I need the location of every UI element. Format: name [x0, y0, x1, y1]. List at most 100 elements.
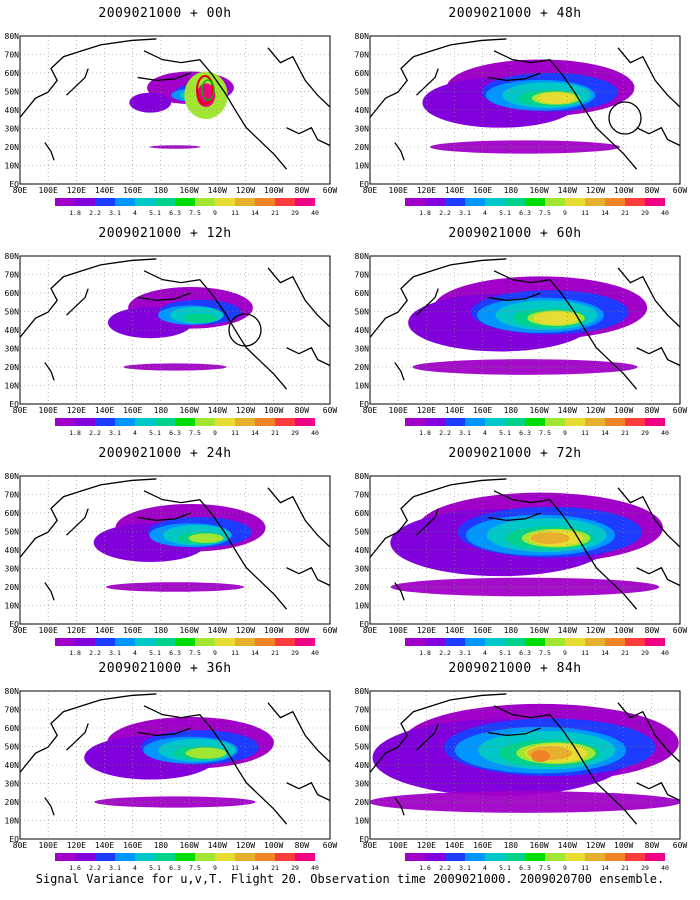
lat-label: 70N: [355, 491, 370, 500]
colorbar-swatch: [275, 638, 295, 646]
colorbar-swatch: [445, 853, 465, 861]
lon-label: 180: [504, 406, 519, 415]
colorbar-label: 14: [601, 864, 609, 872]
colorbar-swatch: [405, 853, 425, 861]
colorbar-swatch: [175, 418, 195, 426]
lon-label: 160E: [473, 841, 492, 850]
colorbar-label: 5.1: [149, 429, 161, 437]
lon-label: 180: [154, 186, 169, 195]
lat-label: 40N: [5, 106, 20, 115]
lon-label: 80E: [13, 626, 28, 635]
lon-label: 160W: [529, 626, 548, 635]
colorbar-label: 14: [251, 864, 259, 872]
colorbar-label: 40: [311, 209, 319, 217]
lat-label: 40N: [355, 106, 370, 115]
colorbar-label: 11: [581, 429, 589, 437]
lat-label: 50N: [355, 88, 370, 97]
colorbar-label: 11: [581, 649, 589, 657]
colorbar-swatch: [115, 198, 135, 206]
colorbar-swatch: [135, 638, 155, 646]
lat-label: 10N: [355, 162, 370, 171]
lon-label: 140E: [95, 626, 114, 635]
colorbar-swatch: [585, 638, 605, 646]
lon-label: 100E: [39, 186, 58, 195]
colorbar-label: 6.3: [519, 649, 531, 657]
colorbar-label: 1.6: [69, 864, 81, 872]
colorbar-label: 11: [581, 209, 589, 217]
lat-label: 10N: [5, 602, 20, 611]
colorbar-label: 2.2: [439, 429, 451, 437]
lon-label: 100E: [39, 841, 58, 850]
lon-label: 120E: [417, 626, 436, 635]
lon-label: 180: [504, 186, 519, 195]
lon-label: 80W: [645, 626, 660, 635]
colorbar-swatch: [625, 198, 645, 206]
colorbar-label: 5.1: [149, 864, 161, 872]
colorbar-swatch: [55, 418, 75, 426]
colorbar-swatch: [485, 853, 505, 861]
lon-label: 80W: [295, 626, 310, 635]
lon-label: 80E: [363, 841, 378, 850]
lon-label: 140W: [558, 186, 577, 195]
lat-label: 60N: [355, 69, 370, 78]
colorbar-swatch: [155, 638, 175, 646]
lon-label: 120E: [417, 841, 436, 850]
colorbar-swatch: [95, 638, 115, 646]
lon-label: 80E: [13, 406, 28, 415]
colorbar-label: 3.1: [109, 864, 121, 872]
lon-label: 160W: [529, 186, 548, 195]
lon-label: 140E: [95, 186, 114, 195]
lon-label: 100W: [264, 626, 283, 635]
colorbar-label: 1.6: [419, 864, 431, 872]
colorbar-label: 2.2: [89, 649, 101, 657]
lon-label: 140W: [558, 626, 577, 635]
colorbar-swatch: [505, 198, 525, 206]
colorbar-label: 7.5: [189, 649, 201, 657]
lon-label: 140W: [558, 841, 577, 850]
lon-label: 180: [504, 841, 519, 850]
lat-label: 80N: [355, 472, 370, 481]
colorbar-label: 1.8: [419, 429, 431, 437]
colorbar-label: 29: [641, 649, 649, 657]
colorbar-label: 3.1: [459, 864, 471, 872]
colorbar-swatch: [465, 418, 485, 426]
colorbar-label: 6.3: [169, 209, 181, 217]
lat-label: 20N: [5, 583, 20, 592]
lon-label: 80E: [363, 406, 378, 415]
colorbar-label: 4: [133, 209, 137, 217]
colorbar-label: 21: [621, 429, 629, 437]
colorbar-swatch: [605, 853, 625, 861]
colorbar-label: 40: [311, 429, 319, 437]
colorbar-swatch: [445, 418, 465, 426]
lon-label: 140W: [558, 406, 577, 415]
colorbar-swatch: [255, 418, 275, 426]
panel-title: 2009021000 + 12h: [98, 226, 232, 241]
lon-label: 100W: [614, 186, 633, 195]
lat-label: 10N: [355, 602, 370, 611]
lon-label: 100W: [614, 406, 633, 415]
colorbar-label: 1.8: [69, 209, 81, 217]
lat-label: 70N: [355, 706, 370, 715]
colorbar-swatch: [215, 198, 235, 206]
map-panel: 2009021000 + 60h 80N 70N 60N 50N 40N 30N 20N 10N…: [350, 220, 690, 437]
lon-label: 140E: [445, 841, 464, 850]
lat-label: 80N: [355, 687, 370, 696]
lon-label: 140E: [95, 406, 114, 415]
lat-label: 80N: [5, 472, 20, 481]
lon-label: 180: [154, 406, 169, 415]
colorbar-label: 14: [251, 649, 259, 657]
colorbar-swatch: [585, 198, 605, 206]
colorbar-label: 14: [601, 429, 609, 437]
lat-label: 60N: [5, 509, 20, 518]
lat-label: 50N: [5, 88, 20, 97]
colorbar-label: 29: [291, 864, 299, 872]
lon-label: 120W: [236, 186, 255, 195]
lat-label: 60N: [355, 289, 370, 298]
colorbar-label: 4: [483, 429, 487, 437]
colorbar-swatch: [445, 198, 465, 206]
panel-title: 2009021000 + 84h: [448, 661, 582, 676]
lat-label: 10N: [5, 382, 20, 391]
